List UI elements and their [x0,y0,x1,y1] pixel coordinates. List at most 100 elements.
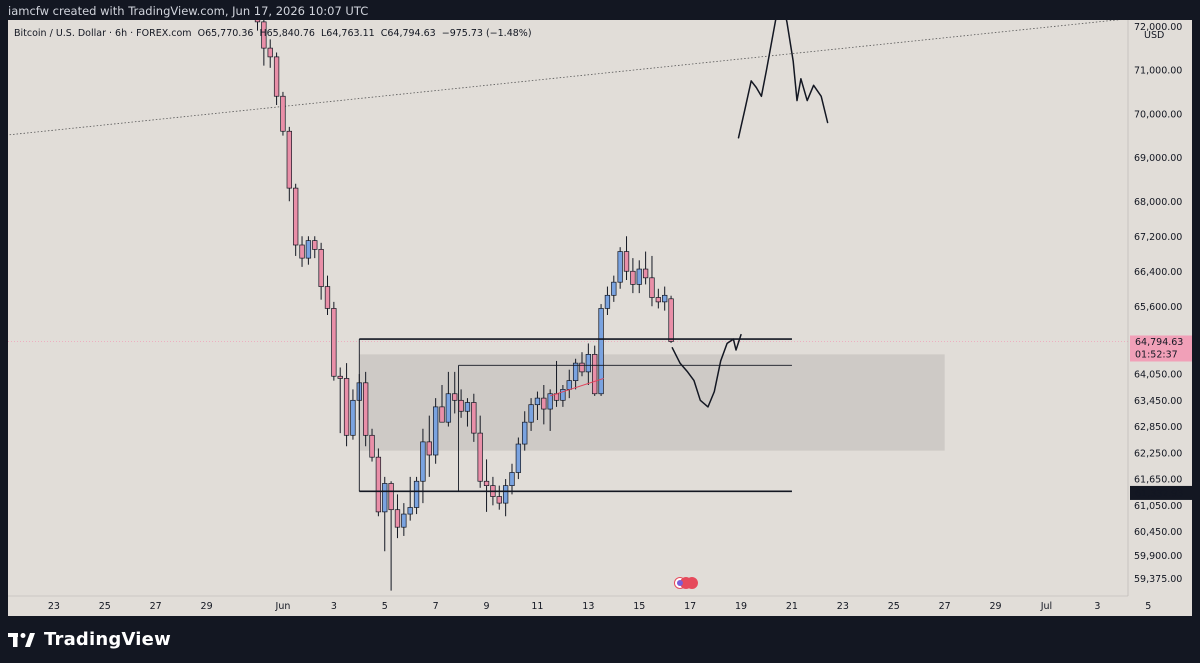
candle-body [286,130,292,189]
candle-body [445,393,452,423]
price-tick-label: 66,400.00 [1134,267,1182,278]
candle [273,52,280,105]
candle [579,352,585,377]
candle [617,247,623,289]
legend-low: L64,763.11 [321,28,375,39]
candle [604,286,611,315]
candle-body [579,362,585,373]
candle [394,494,401,539]
chart-area[interactable]: USD 72,000.00 71,000.00 70,000.00 69,000.00 6… [8,20,1192,616]
price-tick-label: 67,200.00 [1134,232,1182,243]
candle-body [433,406,439,456]
candle [267,39,273,68]
candle-body [261,21,267,49]
last-price-tag [1130,335,1192,362]
flag-badge-center [676,580,683,586]
candle-body [611,281,617,296]
candle [592,345,598,396]
candle [464,398,471,427]
candle-body [401,513,407,528]
time-tick-label: 5 [382,601,388,612]
candle-body [560,389,566,401]
time-tick-label: 23 [48,601,60,612]
candle-body [375,456,382,513]
plot-layer [8,20,1128,591]
freehand-projection-drop [671,333,742,408]
flag-badge-dot [685,577,698,589]
freehand-projection-peak [737,20,829,139]
candle [668,295,674,343]
candle-body [420,441,426,482]
time-tick-label: Jul [1040,601,1052,612]
price-tick-label: 71,000.00 [1134,66,1182,77]
legend-high: H65,840.76 [259,28,315,39]
candle-body [541,397,547,410]
time-tick-label: Jun [275,601,291,612]
candle-body [369,434,375,458]
candle-body [522,421,528,445]
candle [636,260,642,294]
candle [407,476,413,521]
candle-body [350,399,356,436]
candle [337,367,343,434]
candle [522,411,528,451]
candle-body [509,472,515,486]
candle-body [528,404,534,423]
candle [343,363,350,447]
candle-body [496,496,502,504]
candle [433,398,439,464]
candle-body [502,485,509,504]
candle [598,304,604,396]
candle-body [585,354,591,373]
candle-body [534,397,541,406]
time-tick-label: 15 [633,601,645,612]
time-tick-label: 21 [786,601,798,612]
candle [363,371,369,447]
price-tick-label: 69,000.00 [1134,153,1182,164]
candle-body [273,56,280,97]
candle-body [382,483,388,513]
time-tick-label: 7 [433,601,439,612]
candle-body [662,294,668,303]
time-tick-label: 17 [684,601,696,612]
time-tick-label: 23 [837,601,849,612]
candle-body [305,240,312,259]
candle-body [312,240,318,250]
candle-body [426,441,432,456]
legend-open: O65,770.36 [197,28,254,39]
price-tick-label: 61,650.00 [1134,475,1182,486]
countdown-timer: 01:52:37 [1135,349,1178,360]
candle-body [668,298,674,342]
candle-body [324,286,331,309]
candle [350,389,356,440]
candle-body [604,294,611,309]
candle-body [636,268,642,285]
candle [528,398,534,431]
candle-body [592,354,598,395]
candle [299,236,305,267]
time-tick-label: 11 [531,601,543,612]
price-tick-label: 65,600.00 [1134,302,1182,313]
currency-label: USD [1144,30,1164,41]
time-tick-label: 19 [735,601,747,612]
candle-body [363,382,369,436]
candle-body [471,402,477,434]
price-tick-label: 72,000.00 [1134,22,1182,33]
candle-body [413,480,420,508]
candle [305,236,312,265]
candle [483,459,490,512]
candle [426,415,432,477]
candle-body [515,443,522,473]
candle [382,476,388,552]
candle-body [407,507,413,515]
candle-body [452,393,458,401]
time-tick-label: 9 [484,601,490,612]
rectangle-zone [359,354,945,451]
candle [502,479,509,517]
candle [318,242,324,300]
candle-body [547,393,553,410]
candle [293,183,299,256]
price-legend: Bitcoin / U.S. Dollar · 6h · FOREX.com O… [14,28,532,39]
candle-body [293,187,299,246]
